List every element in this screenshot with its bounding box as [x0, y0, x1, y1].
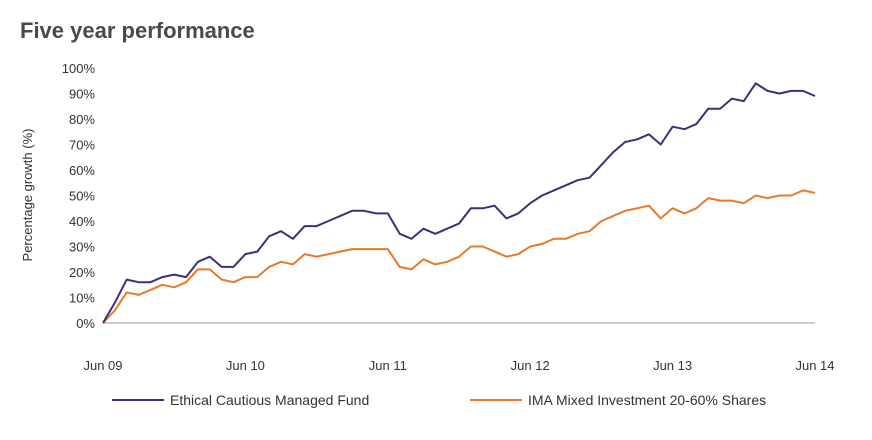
y-tick-label: 90% [69, 87, 95, 102]
x-tick-label: Jun 13 [653, 358, 692, 373]
y-tick-label: 60% [69, 163, 95, 178]
y-axis-label: Percentage growth (%) [20, 129, 35, 262]
y-tick-label: 80% [69, 112, 95, 127]
y-tick-label: 50% [69, 189, 95, 204]
y-tick-label: 40% [69, 214, 95, 229]
y-tick-label: 0% [76, 316, 95, 331]
legend-item-ima: IMA Mixed Investment 20-60% Shares [470, 392, 766, 408]
series-line-1 [102, 189, 816, 324]
chart-title: Five year performance [20, 18, 255, 43]
legend-swatch-ima [470, 399, 522, 401]
x-tick-label: Jun 10 [226, 358, 265, 373]
x-tick-label: Jun 14 [795, 358, 834, 373]
x-tick-label: Jun 12 [511, 358, 550, 373]
series-line-0 [102, 82, 816, 324]
y-tick-label: 10% [69, 291, 95, 306]
y-tick-label: 100% [62, 61, 96, 76]
x-tick-label: Jun 11 [369, 358, 407, 373]
legend-label-ima: IMA Mixed Investment 20-60% Shares [528, 392, 767, 408]
x-axis-ticks: Jun 09 Jun 10 Jun 11 Jun 12 Jun 13 Jun 14 [83, 358, 834, 373]
legend-item-ethical: Ethical Cautious Managed Fund [112, 392, 369, 408]
line-chart: Percentage growth (%) 0% 10% 20% 30% 40% 50% 6… [20, 61, 835, 373]
y-tick-label: 70% [69, 138, 95, 153]
x-tick-label: Jun 09 [83, 358, 122, 373]
y-tick-label: 20% [69, 265, 95, 280]
y-axis-ticks: 0% 10% 20% 30% 40% 50% 60% 70% 80% 90% 100% [62, 61, 96, 331]
legend: Ethical Cautious Managed Fund IMA Mixed … [0, 392, 872, 416]
series-lines [102, 82, 816, 324]
legend-swatch-ethical [112, 399, 164, 401]
legend-label-ethical: Ethical Cautious Managed Fund [170, 392, 370, 408]
y-tick-label: 30% [69, 240, 95, 255]
